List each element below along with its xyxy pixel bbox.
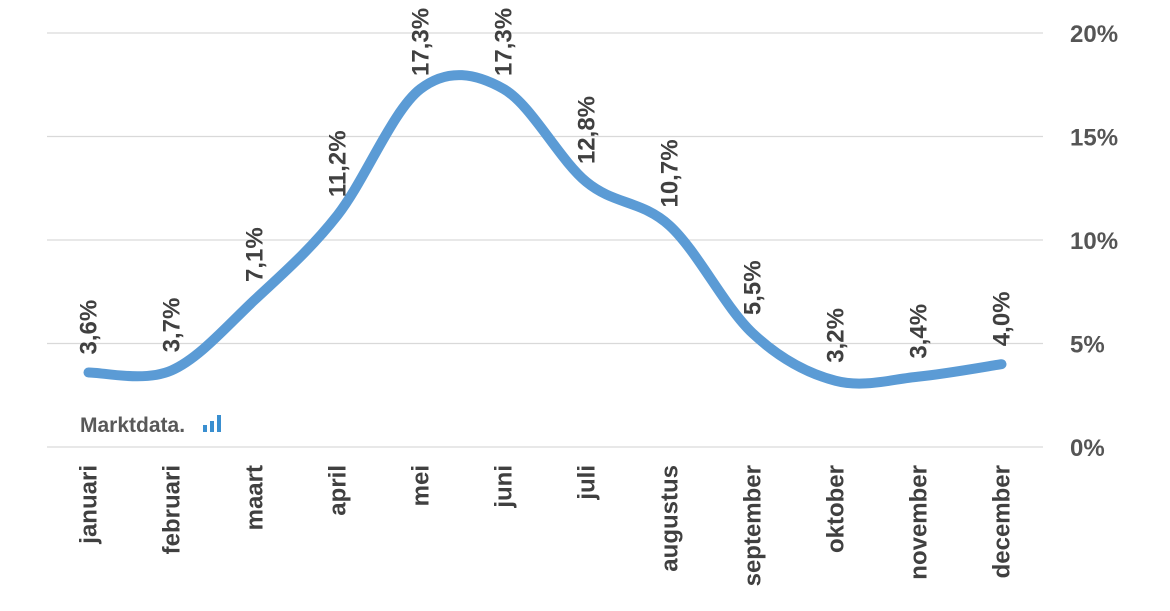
data-label: 17,3% bbox=[408, 8, 435, 76]
series-lines bbox=[83, 70, 1007, 389]
data-label: 5,5% bbox=[740, 260, 767, 315]
data-label: 3,4% bbox=[906, 304, 933, 359]
y-axis-tick-labels: 0% 5% 10% 15% 20% bbox=[1070, 21, 1118, 462]
x-tick-label: mei bbox=[408, 465, 435, 506]
logo-bar bbox=[217, 415, 221, 432]
logo-text: Marktdata. bbox=[80, 414, 185, 437]
x-tick-label: maart bbox=[242, 465, 269, 530]
data-labels: 3,6% 3,7% 7,1% 11,2% 17,3% 17,3% 12,8% 10,7% 5,5… bbox=[76, 8, 1016, 363]
x-tick-label: oktober bbox=[823, 465, 850, 553]
data-label: 10,7% bbox=[657, 139, 684, 207]
x-tick-label: juni bbox=[491, 465, 518, 509]
y-tick-label: 20% bbox=[1070, 21, 1118, 48]
data-label: 11,2% bbox=[325, 130, 352, 197]
series-line bbox=[83, 70, 1007, 389]
logo-bar bbox=[203, 425, 207, 432]
bar-chart-icon bbox=[203, 415, 221, 432]
x-axis-tick-labels: januari februari maart april mei juni juli augu… bbox=[76, 465, 1016, 586]
data-label: 4,0% bbox=[989, 291, 1016, 346]
data-label: 17,3% bbox=[491, 8, 518, 76]
x-tick-label: februari bbox=[159, 465, 186, 554]
y-tick-label: 10% bbox=[1070, 228, 1118, 255]
data-label: 12,8% bbox=[574, 96, 601, 164]
data-label: 3,6% bbox=[76, 300, 103, 355]
data-label: 3,7% bbox=[159, 298, 186, 353]
y-tick-label: 15% bbox=[1070, 125, 1118, 152]
x-tick-label: september bbox=[740, 465, 767, 586]
x-tick-label: juli bbox=[574, 465, 601, 501]
y-tick-label: 5% bbox=[1070, 332, 1105, 359]
x-tick-label: augustus bbox=[657, 465, 684, 572]
logo-bar bbox=[210, 421, 214, 432]
data-label: 3,2% bbox=[823, 308, 850, 363]
x-tick-label: november bbox=[906, 465, 933, 580]
data-label: 7,1% bbox=[242, 227, 269, 282]
x-tick-label: april bbox=[325, 465, 352, 516]
x-tick-label: december bbox=[989, 465, 1016, 578]
x-tick-label: januari bbox=[76, 465, 103, 545]
y-tick-label: 0% bbox=[1070, 435, 1105, 462]
marktdata-logo: Marktdata. bbox=[80, 414, 221, 437]
